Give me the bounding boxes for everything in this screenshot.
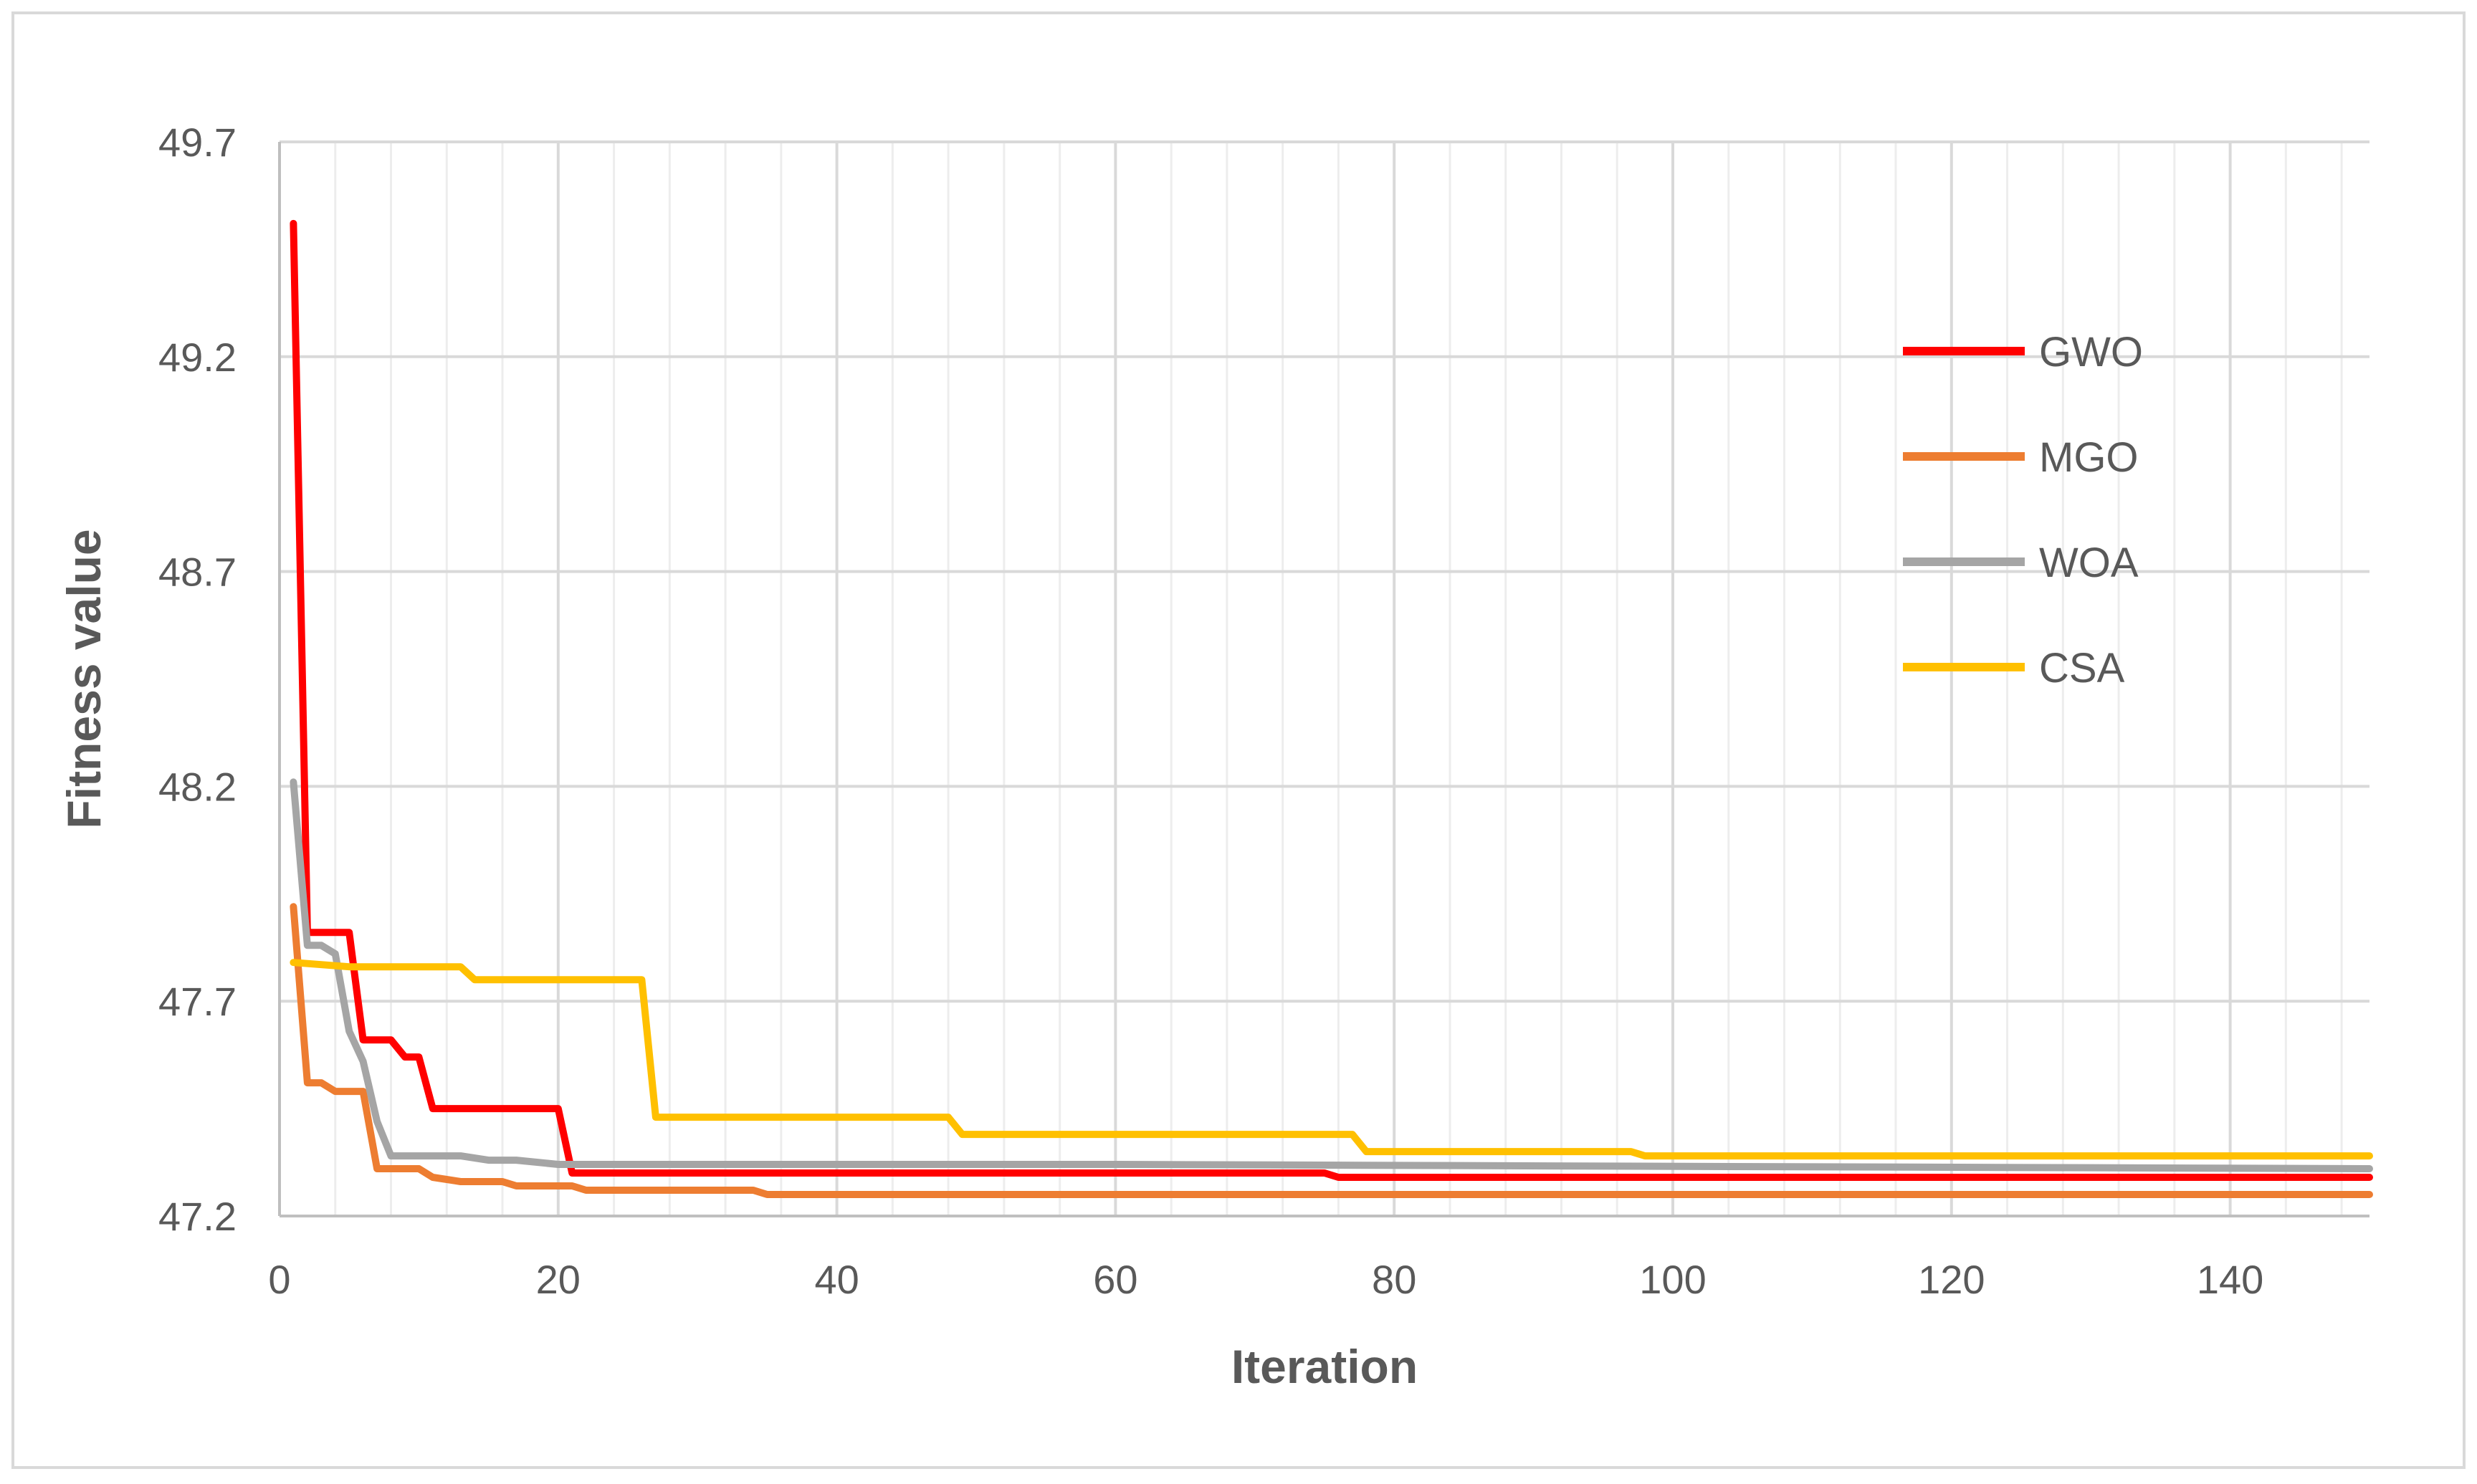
x-tick-label: 140 [2197, 1257, 2263, 1302]
x-tick-label: 60 [1093, 1257, 1137, 1302]
x-tick-label: 120 [1918, 1257, 1985, 1302]
y-tick-label: 49.7 [158, 120, 237, 165]
legend-label-gwo: GWO [2039, 329, 2143, 375]
y-tick-label: 47.7 [158, 979, 237, 1024]
chart-border [11, 11, 2466, 1469]
legend-label-mgo: MGO [2039, 434, 2139, 481]
legend-label-woa: WOA [2039, 540, 2139, 586]
minor-gridlines [334, 142, 2343, 1216]
x-axis-title: Iteration [1231, 1340, 1418, 1393]
legend: GWO MGO WOA CSA [1903, 329, 2143, 691]
series-layer [290, 219, 2373, 1198]
y-tick-label: 48.2 [158, 764, 237, 809]
y-tick-label: 48.7 [158, 550, 237, 595]
x-tick-label: 20 [536, 1257, 581, 1302]
series-line-woa [290, 778, 2373, 1172]
legend-label-csa: CSA [2039, 645, 2125, 691]
series-line-mgo [290, 903, 2373, 1198]
x-tick-label: 40 [814, 1257, 859, 1302]
x-tick-label: 80 [1372, 1257, 1416, 1302]
series-line-gwo [290, 219, 2373, 1181]
x-tick-labels: 0 20 40 60 80 100 120 140 [268, 1257, 2263, 1302]
x-tick-label: 0 [268, 1257, 290, 1302]
x-tick-label: 100 [1639, 1257, 1706, 1302]
series-line-csa [290, 959, 2373, 1160]
y-axis-title: Fitness value [57, 529, 110, 828]
axes [278, 142, 2369, 1217]
y-tick-label: 49.2 [158, 335, 237, 380]
y-tick-labels: 47.2 47.7 48.2 48.7 49.2 49.7 [158, 120, 237, 1239]
y-tick-label: 47.2 [158, 1194, 237, 1239]
